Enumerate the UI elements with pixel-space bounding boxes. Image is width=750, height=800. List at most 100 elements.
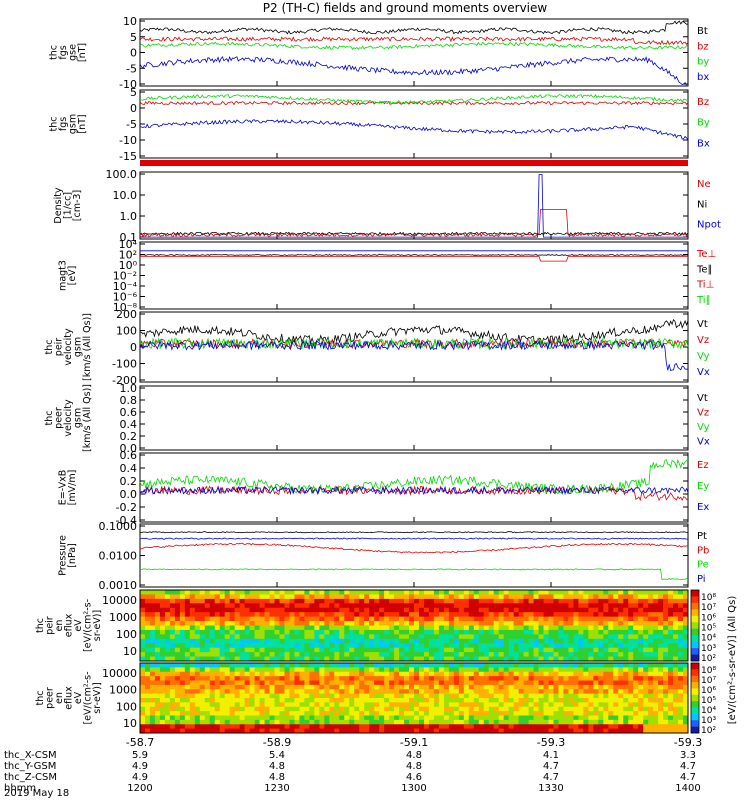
heatmap-cell [548,671,554,677]
heatmap-cell [538,689,544,695]
heatmap-cell [493,667,500,673]
heatmap-cell [329,702,335,708]
heatmap-cell [423,594,430,600]
heatmap-cell [409,652,415,657]
heatmap-cell [389,676,395,681]
heatmap-cell [578,652,584,657]
heatmap-cell [140,652,146,657]
heatmap-cell [628,698,634,703]
heatmap-cell [179,680,186,686]
heatmap-cell [244,698,250,703]
heatmap-cell [583,629,589,635]
legend-bz: bz [697,41,709,52]
heatmap-cell [503,689,510,695]
heatmap-cell [573,715,579,721]
ylabel-line: [eV/(cm²-s- [83,671,94,724]
heatmap-cell [578,643,584,649]
heatmap-cell [244,638,250,644]
heatmap-cell [643,689,649,695]
heatmap-cell [324,706,330,712]
heatmap-cell [184,598,191,604]
heatmap-cell [603,711,609,716]
heatmap-cell [229,638,236,644]
heatmap-cell [573,671,579,677]
heatmap-cell [239,671,246,677]
heatmap-cell [174,603,181,609]
heatmap-cell [433,706,440,712]
heatmap-cell [628,612,634,618]
heatmap-cell [458,652,465,657]
heatmap-cell [578,711,584,716]
heatmap-cell [414,663,420,668]
heatmap-cell [553,647,559,653]
heatmap-cell [174,634,181,640]
heatmap-cell [448,689,455,695]
heatmap-cell [264,728,270,734]
heatmap-cell [643,728,649,734]
heatmap-cell [553,702,559,708]
heatmap-cell [508,715,515,721]
heatmap-cell [523,671,529,677]
heatmap-cell [339,603,345,609]
heatmap-cell [578,689,584,695]
heatmap-cell [394,728,400,734]
heatmap-cell [598,616,604,622]
heatmap-cell [404,612,410,618]
heatmap-cell [234,676,241,681]
heatmap-cell [538,698,544,703]
heatmap-cell [598,594,604,600]
heatmap-cell [683,647,689,653]
heatmap-cell [194,612,201,618]
heatmap-cell [683,643,689,649]
heatmap-cell [234,711,241,716]
heatmap-cell [324,621,330,626]
colorbar-swatch [691,701,699,708]
heatmap-cell [638,684,644,690]
heatmap-cell [613,643,619,649]
heatmap-cell [513,680,520,686]
heatmap-cell [508,598,515,604]
heatmap-cell [438,680,445,686]
heatmap-cell [414,693,420,699]
heatmap-cell [224,652,231,657]
heatmap-cell [658,724,664,730]
heatmap-cell [204,629,211,635]
heatmap-cell [399,663,405,668]
heatmap-cell [468,724,475,730]
heatmap-cell [553,594,559,600]
heatmap-cell [468,598,475,604]
heatmap-cell [648,724,654,730]
heatmap-cell [673,656,679,662]
heatmap-cell [279,594,285,600]
heatmap-cell [653,715,659,721]
heatmap-cell [354,663,360,668]
heatmap-cell [214,643,221,649]
heatmap-cell [354,590,360,595]
heatmap-cell [453,671,460,677]
heatmap-cell [140,590,146,595]
heatmap-cell [329,634,335,640]
heatmap-cell [304,598,310,604]
heatmap-cell [663,711,669,716]
heatmap-cell [239,689,246,695]
heatmap-cell [404,616,410,622]
heatmap-cell [409,702,415,708]
heatmap-cell [663,676,669,681]
heatmap-cell [473,680,480,686]
heatmap-cell [369,702,375,708]
heatmap-cell [658,728,664,734]
heatmap-cell [578,616,584,622]
heatmap-cell [483,612,490,618]
heatmap-cell [453,667,460,673]
heatmap-cell [274,647,280,653]
heatmap-cell [508,667,515,673]
heatmap-cell [349,656,355,662]
heatmap-cell [274,719,280,725]
heatmap-cell [409,603,415,609]
heatmap-cell [159,689,166,695]
heatmap-cell [299,634,305,640]
heatmap-cell [638,594,644,600]
colorbar-tick: 10⁴ [701,706,716,716]
heatmap-cell [229,693,236,699]
